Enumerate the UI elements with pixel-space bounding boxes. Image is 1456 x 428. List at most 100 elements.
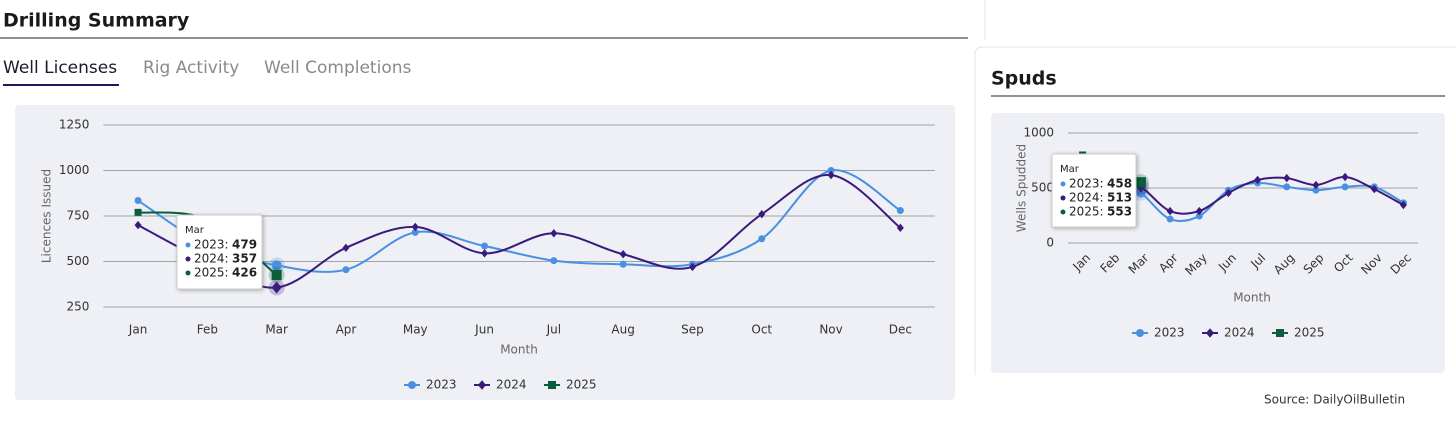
x-tick-label: Dec xyxy=(889,323,912,337)
x-tick-label: Apr xyxy=(336,323,357,337)
x-tick-label: Jan xyxy=(128,323,148,337)
marker xyxy=(1283,173,1291,183)
tooltip-label: 2025: xyxy=(1069,205,1104,219)
marker xyxy=(896,207,904,215)
marker xyxy=(342,266,350,274)
marker xyxy=(1370,184,1378,194)
marker xyxy=(271,269,282,280)
legend-label: 2024 xyxy=(496,378,527,392)
marker xyxy=(271,260,282,271)
y-tick-label: 0 xyxy=(1046,236,1054,250)
tooltip-title: Mar xyxy=(1060,164,1080,175)
x-tick-label: Mar xyxy=(265,323,288,337)
marker xyxy=(1312,186,1320,194)
marker xyxy=(896,223,904,233)
y-tick-label: 500 xyxy=(66,254,89,268)
marker xyxy=(1166,206,1174,216)
legend-label: 2023 xyxy=(1154,326,1185,340)
marker xyxy=(1135,187,1146,198)
tooltip-value: 479 xyxy=(232,238,257,252)
tooltip-label: 2024: xyxy=(194,252,229,266)
legend-label: 2025 xyxy=(566,378,597,392)
tooltip-value: 426 xyxy=(232,266,257,280)
marker xyxy=(688,262,696,272)
tooltip-dot xyxy=(1060,195,1066,201)
y-tick-label: 1000 xyxy=(1023,126,1054,140)
tooltip-label: 2023: xyxy=(194,238,229,252)
marker xyxy=(1283,183,1291,191)
marker xyxy=(1276,329,1284,337)
series-line xyxy=(137,169,901,273)
x-axis-title: Month xyxy=(500,343,538,357)
marker xyxy=(758,209,766,219)
marker xyxy=(550,257,558,265)
tooltip-dot xyxy=(1060,209,1066,215)
marker xyxy=(1135,177,1146,188)
y-tick-label: 500 xyxy=(1031,181,1054,195)
marker xyxy=(619,250,627,259)
marker xyxy=(481,249,489,258)
chart-title: Spuds xyxy=(991,68,1057,90)
marker xyxy=(478,380,486,390)
marker xyxy=(134,197,142,205)
x-tick-label: May xyxy=(403,323,428,337)
page-title: Drilling Summary xyxy=(3,10,190,32)
tab[interactable]: Well Completions xyxy=(264,58,411,78)
marker xyxy=(408,381,416,389)
marker xyxy=(1206,328,1214,338)
marker xyxy=(134,220,142,230)
tooltip-box xyxy=(1051,153,1137,228)
source-note: Source: DailyOilBulletin xyxy=(1264,393,1405,407)
legend-label: 2023 xyxy=(426,378,457,392)
y-axis-title: Wells Spudded xyxy=(1015,144,1029,232)
marker xyxy=(1166,215,1174,223)
y-tick-label: 1000 xyxy=(59,163,90,177)
x-tick-label: Sep xyxy=(681,323,704,337)
legend-label: 2025 xyxy=(1294,326,1325,340)
marker xyxy=(1341,183,1349,191)
marker xyxy=(1254,175,1262,185)
y-axis-title: Licences Issued xyxy=(40,169,54,263)
marker xyxy=(550,229,558,238)
tooltip-label: 2023: xyxy=(1069,177,1104,191)
marker xyxy=(411,222,419,232)
marker xyxy=(758,235,766,243)
marker xyxy=(1312,180,1320,190)
marker xyxy=(1224,188,1232,198)
tooltip-value: 513 xyxy=(1107,191,1132,205)
tooltip-box xyxy=(176,214,263,290)
marker xyxy=(342,243,350,253)
marker xyxy=(1399,200,1407,210)
legend-label: 2024 xyxy=(1224,326,1255,340)
marker xyxy=(827,167,835,174)
x-tick-label: Nov xyxy=(819,323,842,337)
marker xyxy=(134,208,142,216)
tooltip-value: 553 xyxy=(1107,205,1132,219)
x-tick-label: Jun xyxy=(474,323,494,337)
card-border xyxy=(974,46,1456,375)
tooltip-dot xyxy=(185,270,191,276)
y-tick-label: 1250 xyxy=(59,118,90,132)
x-tick-label: Oct xyxy=(751,323,772,337)
tooltip-label: 2025: xyxy=(194,266,229,280)
x-tick-label: Feb xyxy=(197,323,218,337)
tooltip-dot xyxy=(185,242,191,248)
marker xyxy=(548,381,556,389)
tooltip-dot xyxy=(1060,181,1066,187)
marker xyxy=(1195,206,1203,216)
x-tick-label: Aug xyxy=(611,323,634,337)
marker xyxy=(619,260,627,268)
tab[interactable]: Well Licenses xyxy=(3,58,117,78)
marker xyxy=(411,228,419,236)
tooltip-dot xyxy=(185,256,191,262)
y-tick-label: 250 xyxy=(66,300,89,314)
y-tick-label: 750 xyxy=(66,209,89,223)
marker xyxy=(1195,212,1203,220)
tooltip-value: 458 xyxy=(1107,177,1132,191)
marker xyxy=(827,170,835,180)
tooltip-title: Mar xyxy=(185,225,205,236)
tab[interactable]: Rig Activity xyxy=(143,58,239,78)
marker xyxy=(271,281,282,294)
